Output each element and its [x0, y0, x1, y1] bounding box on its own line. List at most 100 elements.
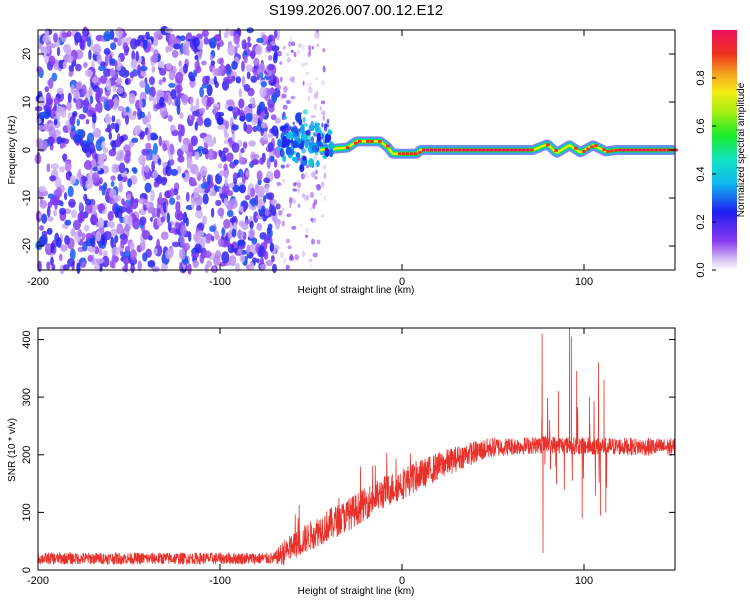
spectrogram-blob	[115, 26, 124, 39]
spectrogram-blob	[174, 95, 178, 106]
spectrogram-blob	[190, 115, 195, 121]
spectrogram-blob	[159, 67, 167, 76]
spectrogram-blob	[117, 173, 123, 182]
spectrogram-blob	[197, 222, 205, 231]
spectrogram-blob	[320, 192, 323, 196]
spectrogram-blob	[180, 124, 185, 137]
spectrogram-blob	[50, 109, 55, 118]
spectrogram-blob	[77, 229, 83, 238]
spectrogram-blob	[178, 248, 186, 260]
spectrogram-blob	[270, 199, 278, 206]
spectrogram-blob	[158, 79, 163, 86]
spectrogram-blob	[285, 264, 290, 270]
spectrogram-blob	[305, 171, 308, 179]
spectrogram-blob	[56, 237, 62, 248]
spectrogram-blob	[267, 142, 274, 152]
spectrogram-blob	[271, 92, 278, 104]
spectrogram-blob	[245, 112, 253, 123]
spectrogram-blob	[213, 255, 221, 267]
spectrogram-blob	[192, 259, 199, 268]
spectrogram-blob	[243, 55, 248, 64]
colorbar-gradient	[712, 30, 737, 270]
spectrogram-blob	[151, 66, 156, 73]
spectrogram-blob	[99, 177, 103, 185]
spectrogram-blob	[294, 254, 300, 260]
spectrogram-ridge-core	[418, 150, 422, 154]
spectrogram-blob	[221, 251, 230, 264]
spectrogram-blob	[241, 75, 246, 88]
spectrogram-blob	[235, 185, 240, 193]
spectrogram-burst-blob	[289, 139, 294, 144]
spectrogram-blob	[313, 154, 318, 162]
spectrogram-blob	[125, 245, 130, 253]
spectrogram-blob	[279, 251, 284, 259]
spectrogram-blob	[293, 51, 297, 58]
spectrogram-blob	[196, 116, 204, 126]
spectrogram-blob	[179, 35, 186, 42]
spectrogram-blob	[259, 86, 267, 98]
spectrogram-blob	[171, 129, 179, 137]
spectrogram-blob	[81, 84, 87, 95]
spectrogram-blob	[305, 129, 311, 136]
spectrogram-blob	[165, 249, 173, 260]
spectrogram-blob	[95, 103, 99, 112]
spectrogram-blob	[257, 178, 262, 186]
spectrogram-ridge-core	[366, 140, 370, 143]
spectrogram-ridge-core	[622, 148, 626, 152]
spectrogram-blob	[263, 250, 269, 260]
spectrogram-blob	[269, 155, 275, 163]
spectrogram-blob	[307, 137, 312, 143]
spectrogram-blob	[290, 41, 296, 46]
spectrogram-blob	[82, 145, 90, 153]
spectrogram-blob	[263, 177, 270, 184]
spectrogram-blob	[70, 228, 76, 237]
spectrogram-burst-blob	[291, 140, 299, 149]
spectrogram-burst-blob	[280, 149, 285, 157]
spectrogram-blob	[279, 61, 283, 65]
spectrogram-ridge-core	[478, 148, 482, 152]
spectrogram-blob	[217, 124, 225, 130]
spectrogram-blob	[160, 231, 169, 240]
spectrogram-y-ticks: -20 -10 0 10 20	[21, 48, 675, 254]
spectrogram-burst-blob	[301, 133, 308, 141]
spectrogram-blob	[110, 175, 116, 181]
spectrogram-blob	[156, 207, 161, 219]
spectrogram-blob	[132, 110, 137, 116]
colorbar-tick-label: 0.2	[695, 214, 707, 229]
x-tick-label: 100	[575, 575, 593, 587]
spectrogram-blob	[311, 45, 314, 50]
spectrogram-blob	[251, 237, 258, 245]
spectrogram-blob	[238, 88, 243, 98]
spectrogram-blob	[145, 31, 150, 40]
spectrogram-blob	[152, 134, 159, 141]
spectrogram-blob	[162, 76, 166, 83]
spectrogram-blob	[242, 204, 247, 213]
spectrogram-blob	[321, 100, 326, 105]
spectrogram-blob	[138, 154, 146, 166]
spectrogram-blob	[231, 132, 236, 142]
spectrogram-blob	[59, 207, 67, 215]
spectrogram-blob	[48, 126, 56, 138]
spectrogram-blob	[275, 220, 281, 230]
spectrogram-blob	[101, 255, 110, 268]
spectrogram-blob	[263, 239, 268, 250]
spectrogram-blob	[281, 207, 285, 212]
spectrogram-blob	[312, 202, 316, 209]
spectrogram-blob	[78, 113, 86, 120]
spectrogram-blob	[149, 217, 154, 222]
spectrogram-blob	[243, 83, 251, 92]
spectrogram-blob	[44, 86, 50, 93]
spectrogram-blob	[75, 63, 82, 72]
spectrogram-blob	[139, 131, 145, 140]
spectrogram-blob	[221, 227, 225, 236]
spectrogram-blob	[240, 147, 245, 154]
spectrogram-blob	[277, 84, 281, 91]
spectrogram-blob	[51, 264, 56, 271]
spectrogram-blob	[76, 262, 81, 274]
spectrogram-blob	[156, 238, 161, 251]
spectrogram-blob	[286, 57, 291, 63]
spectrogram-blob	[165, 62, 173, 70]
spectrogram-blob	[276, 181, 282, 187]
spectrogram-blob	[241, 60, 245, 72]
spectrogram-blob	[231, 124, 239, 131]
